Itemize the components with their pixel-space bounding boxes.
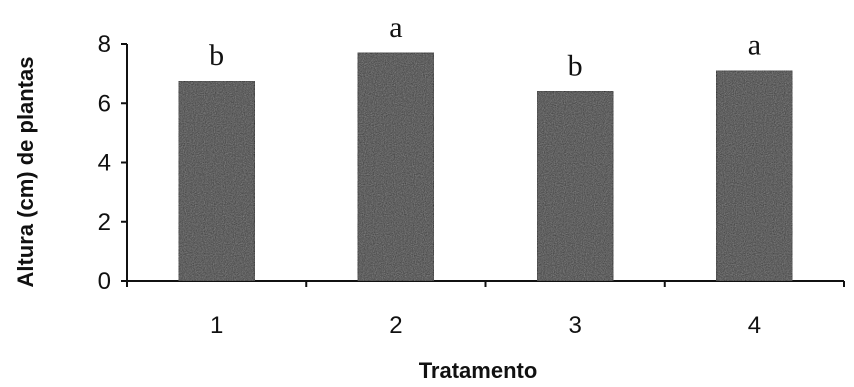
y-axis-title: Altura (cm) de plantas [13,56,38,287]
plot-area: 0 2 4 6 8 1 2 3 4 b a b a [98,11,845,339]
significance-letter-3: b [568,49,583,82]
y-tick-label-2: 4 [98,150,111,177]
significance-letters: b a b a [209,11,761,83]
significance-letter-1: b [209,39,224,72]
y-tick-label-4: 8 [98,31,111,58]
x-tick-label-0: 1 [210,312,223,339]
x-tick-label-1: 2 [389,312,402,339]
bar-3 [536,90,614,282]
x-tick-label-2: 3 [568,312,581,339]
y-tick-label-0: 0 [98,268,111,295]
bars [177,52,794,282]
y-tick-label-1: 2 [98,209,111,236]
significance-letter-4: a [748,29,761,62]
y-tick-label-3: 6 [98,90,111,117]
y-ticks: 0 2 4 6 8 [98,31,127,295]
bar-1 [177,80,256,282]
bar-2 [357,52,435,282]
significance-letter-2: a [389,11,402,44]
bar-4 [715,69,794,282]
x-tick-label-3: 4 [748,312,761,339]
x-axis-title: Tratamento [419,358,538,383]
x-ticks: 1 2 3 4 [126,281,845,339]
